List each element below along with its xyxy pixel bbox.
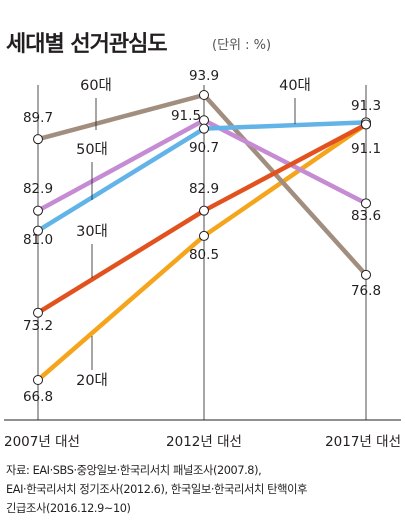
data-point [199,230,209,241]
source-note: 자료: EAI·SBS·중앙일보·한국리서치 패널조사(2007.8), EAI… [6,461,402,518]
data-label: 66.8 [23,389,53,405]
data-label: 90.7 [189,140,219,156]
data-point [199,205,209,216]
data-point [33,307,43,318]
series-name-label: 40대 [279,77,311,94]
data-label: 91.5 [171,108,201,124]
data-label: 82.9 [23,181,53,197]
data-label: 91.3 [351,98,381,114]
data-point [33,225,43,236]
source-line: EAI·한국리서치 정기조사(2012.6), 한국일보·한국리서치 탄핵이후 [6,483,308,496]
data-point [199,90,209,100]
data-label: 83.6 [351,208,381,224]
series-name-label: 60대 [80,77,112,94]
data-label: 91.1 [351,141,381,157]
data-point [33,134,43,145]
source-line: 자료: EAI·SBS·중앙일보·한국리서치 패널조사(2007.8), [6,464,262,477]
series-name-label: 20대 [76,372,108,389]
data-point [199,123,209,134]
x-tick-label: 2017년 대선 [325,434,401,450]
data-label: 89.7 [23,110,53,126]
x-tick-label: 2007년 대선 [4,434,80,450]
data-point [33,375,43,385]
data-point [33,205,43,216]
data-label: 73.2 [23,318,53,334]
data-label: 93.9 [189,68,219,84]
series-line [35,117,369,213]
data-point [361,119,371,130]
data-label: 82.9 [189,181,219,197]
chart-title: 세대별 선거관심도 [6,32,168,57]
data-label: 80.5 [189,247,219,263]
data-point [361,269,371,280]
series-name-label: 50대 [76,141,108,158]
data-point [361,198,371,209]
unit-note: (단위 : %) [212,38,272,53]
source-line: 긴급조사(2016.12.9~10) [6,502,131,515]
series-name-label: 30대 [76,223,108,240]
data-label: 81.0 [23,232,53,248]
x-tick-label: 2012년 대선 [166,434,242,450]
data-label: 76.8 [351,283,381,299]
